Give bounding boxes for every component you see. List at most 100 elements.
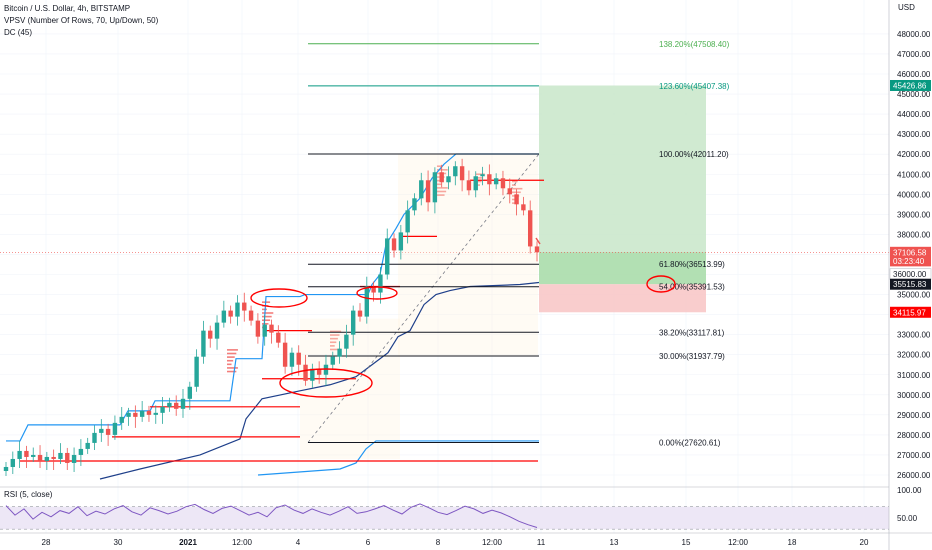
candle-body <box>391 238 397 251</box>
candle-body <box>248 310 254 321</box>
candle-body <box>521 204 526 211</box>
time-axis[interactable]: 28 30 2021 12:00 4 6 8 12:00 11 13 15 12:00 18 20 <box>0 532 932 547</box>
time-tick-label: 15 <box>682 538 691 547</box>
volume-profile-bar <box>437 194 445 196</box>
volume-profile-bar <box>512 202 516 204</box>
candle-body <box>146 410 152 415</box>
price-badge <box>890 255 931 267</box>
candle-body <box>493 178 499 185</box>
candle-body <box>500 178 506 189</box>
fib-level-label: 0.00%(27620.61) <box>659 439 721 448</box>
candle-body <box>167 402 172 407</box>
open-profit-zone <box>539 252 706 285</box>
candle-body <box>330 356 335 365</box>
stop-loss-zone <box>539 284 706 313</box>
candle-body <box>276 332 281 343</box>
time-tick-label: 4 <box>296 538 301 547</box>
price-axis[interactable]: 26000.00 27000.00 28000.00 29000.00 30000.00… <box>888 0 931 550</box>
currency-label[interactable]: USD <box>898 3 915 12</box>
price-tick-label: 45000.00 <box>897 90 931 99</box>
volume-profile-bar <box>227 363 232 366</box>
volume-profile-bar <box>330 334 340 336</box>
candle-body <box>296 352 301 365</box>
candle-body <box>412 198 417 211</box>
volume-profile-bar <box>512 187 523 190</box>
candle-body <box>310 368 315 381</box>
candle-body <box>194 356 199 387</box>
candle-body <box>344 334 349 349</box>
price-badge-label: 03:23:40 <box>893 257 925 266</box>
candle-body <box>92 432 97 443</box>
price-tick-label: 38000.00 <box>897 230 931 239</box>
price-tick-label: 28000.00 <box>897 431 931 440</box>
volume-profile-bar <box>262 308 267 311</box>
volume-profile-bar <box>437 165 442 168</box>
volume-profile-bar <box>437 169 448 171</box>
fibonacci-levels: 0.00%(27620.61) 30.00%(31937.79) 38.20%(33… <box>307 40 730 448</box>
candle-body <box>31 454 36 457</box>
time-tick-label: 18 <box>788 538 797 547</box>
price-tick-label: 43000.00 <box>897 130 931 139</box>
price-tick-label: 44000.00 <box>897 110 931 119</box>
price-tick-label: 42000.00 <box>897 150 931 159</box>
price-badge-label: 36000.00 <box>893 270 927 279</box>
price-badge-label: 34115.97 <box>893 308 926 317</box>
volume-profile-bar <box>512 180 518 183</box>
candle-body <box>214 322 220 339</box>
annotation-circle <box>279 368 373 398</box>
volume-profile-bar <box>330 337 338 340</box>
volume-profile-bar <box>227 359 234 362</box>
price-tick-label: 48000.00 <box>897 30 931 39</box>
price-tick-label: 32000.00 <box>897 351 931 360</box>
candle-body <box>208 330 213 339</box>
candle-body <box>78 448 84 455</box>
candle-body <box>126 412 131 417</box>
donchian-lower-extension <box>257 440 539 476</box>
candle-body <box>337 348 342 357</box>
volume-profile-bar <box>227 367 238 369</box>
candlesticks <box>3 158 540 477</box>
fib-level-label: 138.20%(47508.40) <box>659 40 730 49</box>
price-tick-label: 47000.00 <box>897 50 931 59</box>
rsi-band <box>0 506 889 530</box>
price-tick-label: 41000.00 <box>897 170 931 179</box>
volume-profile-bar <box>227 349 238 351</box>
price-tick-label: 46000.00 <box>897 70 931 79</box>
candle-body <box>255 320 261 337</box>
volume-profile-bar <box>437 187 448 189</box>
candle-body <box>58 452 63 459</box>
fib-level-label: 54.00%(35391.53) <box>659 283 725 292</box>
time-tick-label: 30 <box>114 538 123 547</box>
candle-body <box>24 450 29 457</box>
candle-body <box>323 364 329 375</box>
candle-body <box>378 274 383 293</box>
volume-profile-bar <box>437 183 442 186</box>
hand-drawn-annotations <box>250 237 676 525</box>
candle-body <box>119 416 124 423</box>
candle-body <box>466 180 472 191</box>
entry-arrow-mark <box>535 237 541 245</box>
candle-body <box>480 174 485 177</box>
candle-body <box>187 386 193 399</box>
volume-profile-bar <box>262 323 269 325</box>
candle-body <box>17 450 22 459</box>
candle-body <box>453 166 458 177</box>
donchian-lower-band <box>99 281 540 480</box>
price-badge-label: 45426.86 <box>893 81 927 90</box>
candle-body <box>201 330 206 357</box>
candle-body <box>432 172 438 203</box>
candle-body <box>221 310 227 323</box>
candle-body <box>371 286 376 293</box>
fib-level-label: 30.00%(31937.79) <box>659 352 725 361</box>
candle-body <box>364 286 370 317</box>
price-badge-label: 35515.83 <box>893 280 927 289</box>
candle-body <box>419 180 424 199</box>
chart-title: Bitcoin / U.S. Dollar, 4h, BITSTAMP <box>4 4 131 13</box>
rsi-pane <box>0 486 889 530</box>
volume-profile-bar <box>330 345 335 347</box>
candle-body <box>425 180 431 203</box>
candle-body <box>44 456 50 461</box>
candle-body <box>71 454 77 463</box>
time-tick-label: 13 <box>610 538 619 547</box>
